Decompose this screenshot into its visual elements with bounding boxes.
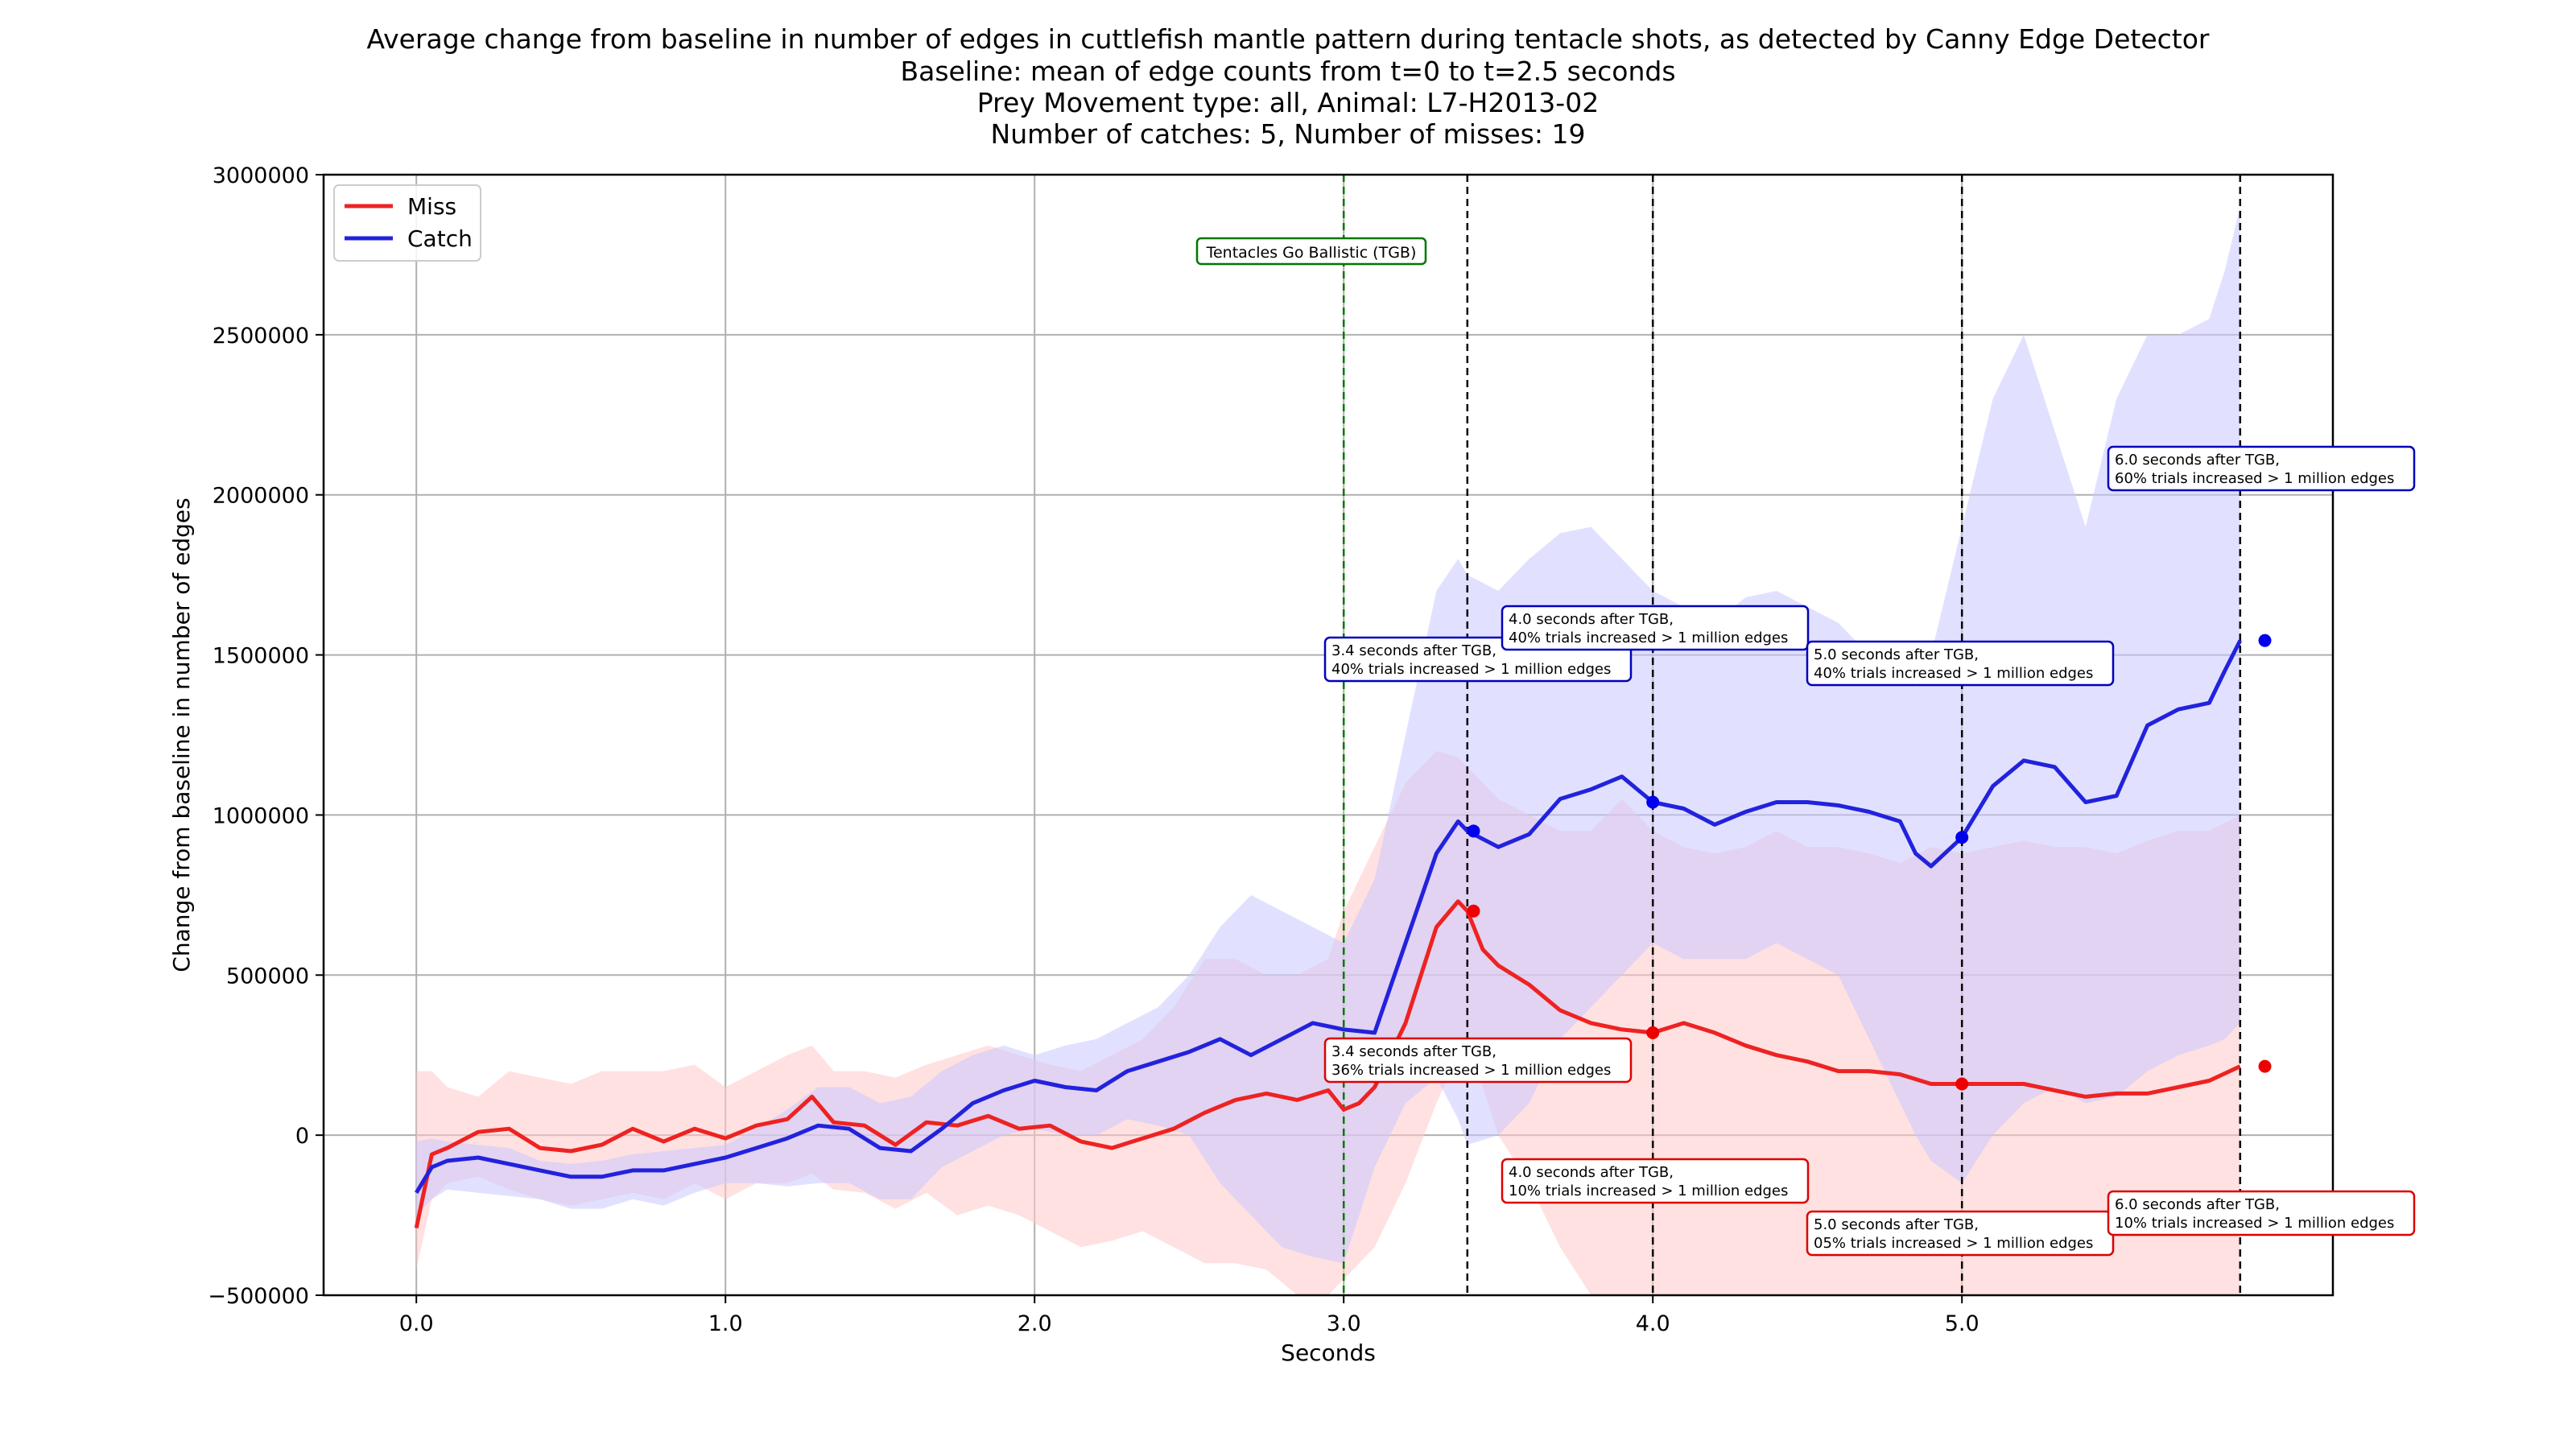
title-line-1: Average change from baseline in number o… (367, 23, 2210, 55)
series-lines (414, 639, 2243, 1229)
annotation-line-1: 3.4 seconds after TGB, (1331, 1043, 1496, 1060)
y-tick-label: 0 (295, 1124, 309, 1149)
annotation-line-1: 4.0 seconds after TGB, (1509, 1164, 1674, 1181)
point-miss (1955, 1077, 1969, 1091)
x-tick-label: 5.0 (1945, 1311, 1979, 1336)
annotation-box-catch (1501, 605, 1810, 651)
x-tick-label: 0.0 (399, 1311, 434, 1336)
vertical-lines (1342, 175, 2242, 1295)
point-catch (1467, 824, 1480, 838)
annotation-box-miss (1323, 1037, 1633, 1084)
tgb-label: Tentacles Go Ballistic (TGB) (1206, 244, 1417, 262)
annotation-line-1: 6.0 seconds after TGB, (2115, 1196, 2280, 1213)
title-line-3: Prey Movement type: all, Animal: L7-H201… (977, 87, 1599, 118)
y-tick-label: −500000 (208, 1284, 309, 1309)
x-tick-label: 1.0 (708, 1311, 743, 1336)
annotation-line-1: 3.4 seconds after TGB, (1331, 642, 1496, 659)
annotation-box-miss (1501, 1158, 1810, 1204)
line-catch (415, 639, 2243, 1194)
title-line-2: Baseline: mean of edge counts from t=0 t… (900, 56, 1675, 87)
legend-label-miss: Miss (407, 193, 456, 220)
annotation-line-2: 36% trials increased > 1 million edges (1331, 1062, 1611, 1079)
y-tick-label: 3000000 (213, 163, 309, 188)
y-axis-label: Change from baseline in number of edges (168, 497, 195, 972)
tgb-label-box (1195, 237, 1427, 266)
annotation-box-catch (1806, 640, 2115, 687)
annotation-box-catch (2107, 445, 2416, 492)
x-axis-label: Seconds (1281, 1340, 1376, 1366)
line-miss (414, 899, 2241, 1229)
y-tick-label: 2000000 (213, 484, 309, 509)
annotations: 3.4 seconds after TGB, 40% trials increas… (1323, 445, 2416, 1257)
point-miss (1646, 1026, 1660, 1039)
tgb-annotation: Tentacles Go Ballistic (TGB) (1195, 237, 1427, 266)
annotation-line-1: 5.0 seconds after TGB, (1814, 646, 1979, 663)
legend-label-catch: Catch (407, 225, 473, 252)
chart-title: Average change from baseline in number o… (367, 23, 2210, 150)
marker-points (1467, 634, 2272, 1091)
annotation-line-2: 10% trials increased > 1 million edges (2115, 1215, 2394, 1232)
annotation-line-2: 10% trials increased > 1 million edges (1509, 1183, 1788, 1199)
annotation-line-1: 6.0 seconds after TGB, (2115, 452, 2280, 469)
y-tick-label: 1000000 (213, 803, 309, 828)
annotation-line-2: 05% trials increased > 1 million edges (1814, 1235, 2093, 1252)
y-tick-label: 1500000 (213, 644, 309, 669)
annotation-line-1: 4.0 seconds after TGB, (1509, 611, 1674, 628)
annotation-line-2: 40% trials increased > 1 million edges (1814, 665, 2093, 682)
y-tick-label: 2500000 (213, 324, 309, 349)
annotation-line-2: 40% trials increased > 1 million edges (1509, 630, 1788, 646)
x-tick-label: 2.0 (1018, 1311, 1052, 1336)
annotation-box-miss (2107, 1190, 2416, 1236)
point-catch (1646, 795, 1660, 809)
point-catch (1955, 831, 1969, 844)
y-tick-label: 500000 (226, 964, 309, 989)
axis-ticks: 0.0 1.0 2.0 3.0 4.0 5.0 −500000 0 500000 1000000 1… (208, 163, 1979, 1336)
point-miss (2258, 1059, 2272, 1073)
annotation-line-2: 60% trials increased > 1 million edges (2115, 470, 2394, 487)
annotation-line-2: 40% trials increased > 1 million edges (1331, 661, 1611, 678)
plot-frame (322, 173, 2334, 1297)
title-line-4: Number of catches: 5, Number of misses: … (991, 118, 1586, 150)
legend: Miss Catch (333, 184, 481, 262)
point-catch (2258, 634, 2272, 647)
annotation-line-1: 5.0 seconds after TGB, (1814, 1216, 1979, 1233)
x-tick-label: 4.0 (1636, 1311, 1670, 1336)
x-tick-label: 3.0 (1327, 1311, 1361, 1336)
point-miss (1467, 904, 1480, 918)
